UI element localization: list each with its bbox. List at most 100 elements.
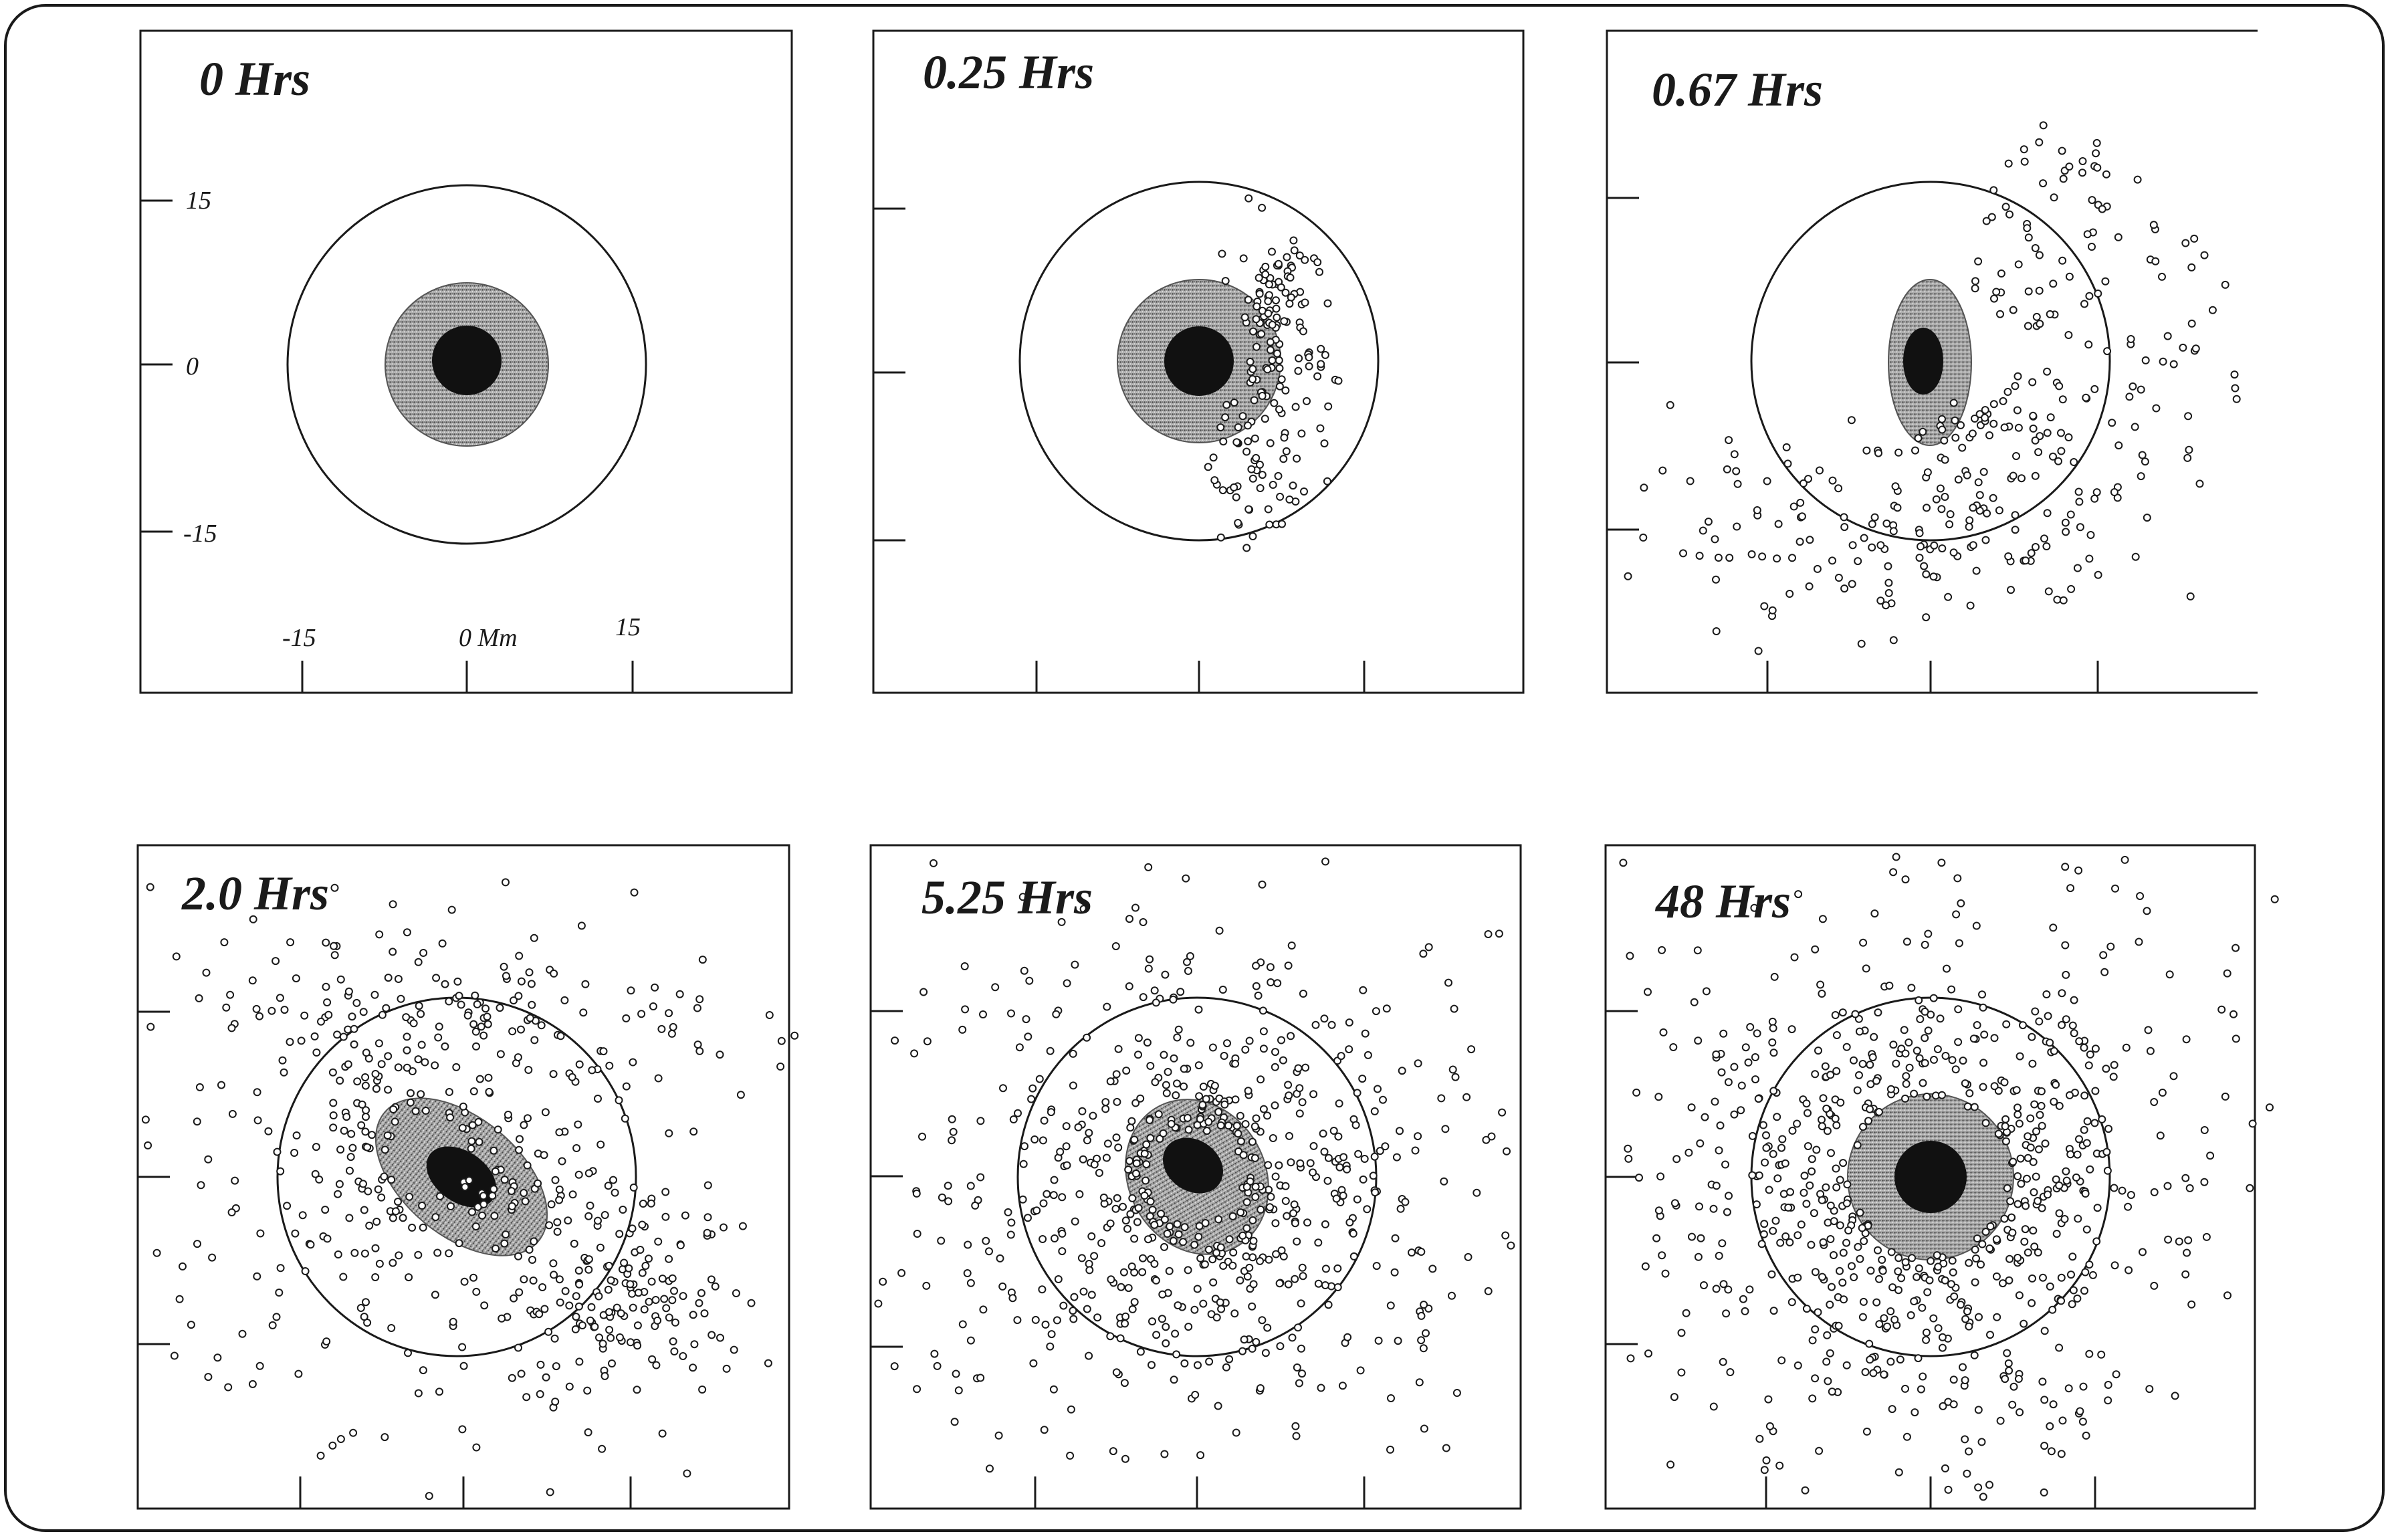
moving-feature-marker: [1992, 1235, 2001, 1244]
moving-feature-marker: [1354, 1149, 1363, 1158]
moving-feature-marker: [1930, 541, 1939, 550]
moving-feature-marker: [621, 1114, 629, 1123]
moving-feature-marker: [1718, 1239, 1727, 1248]
moving-feature-marker: [1892, 1059, 1900, 1068]
moving-feature-marker: [1989, 493, 1997, 502]
moving-feature-marker: [1467, 1045, 1476, 1054]
moving-feature-marker: [703, 1213, 712, 1222]
moving-feature-marker: [703, 1181, 712, 1190]
moving-feature-marker: [490, 1212, 499, 1220]
moving-feature-marker: [380, 1433, 389, 1442]
moving-feature-marker: [2017, 1180, 2026, 1188]
moving-feature-marker: [359, 1008, 368, 1016]
moving-feature-marker: [1762, 1143, 1771, 1152]
moving-feature-marker: [1369, 1172, 1378, 1180]
moving-feature-marker: [256, 1229, 265, 1238]
moving-feature-marker: [268, 1321, 277, 1329]
moving-feature-marker: [1704, 518, 1713, 526]
moving-feature-marker: [2104, 1381, 2112, 1389]
moving-feature-marker: [2186, 592, 2195, 600]
moving-feature-marker: [508, 1027, 517, 1036]
moving-feature-marker: [1298, 1263, 1307, 1272]
moving-feature-marker: [1802, 1099, 1811, 1108]
moving-feature-marker: [2028, 1274, 2036, 1283]
moving-feature-marker: [1256, 1256, 1265, 1265]
moving-feature-marker: [1883, 1322, 1891, 1331]
moving-feature-marker: [1842, 1238, 1850, 1247]
moving-feature-marker: [2165, 970, 2174, 979]
moving-feature-marker: [1264, 505, 1273, 514]
moving-feature-marker: [1854, 557, 1862, 566]
moving-feature-marker: [2114, 233, 2123, 241]
moving-feature-marker: [1242, 1182, 1251, 1191]
moving-feature-marker: [528, 1000, 536, 1009]
umbra-region: [1164, 326, 1234, 396]
moving-feature-marker: [1303, 1218, 1311, 1227]
moving-feature-marker: [595, 1333, 603, 1342]
moving-feature-marker: [1201, 1219, 1210, 1227]
moving-feature-marker: [449, 1317, 457, 1326]
moving-feature-marker: [1287, 1158, 1295, 1167]
moving-feature-marker: [2001, 1122, 2009, 1131]
moving-feature-marker: [1066, 1451, 1075, 1460]
moving-feature-marker: [944, 1197, 953, 1206]
moving-feature-marker: [1896, 1355, 1905, 1364]
moving-feature-marker: [1106, 1077, 1115, 1086]
moving-feature-marker: [2038, 1121, 2046, 1130]
moving-feature-marker: [1117, 1283, 1125, 1291]
moving-feature-marker: [527, 980, 536, 988]
moving-feature-marker: [1176, 988, 1185, 996]
moving-feature-marker: [961, 1005, 970, 1014]
moving-feature-marker: [195, 994, 203, 1002]
moving-feature-marker: [551, 1176, 560, 1184]
moving-feature-marker: [1722, 1309, 1731, 1318]
moving-feature-marker: [1828, 476, 1837, 485]
moving-feature-marker: [170, 1351, 179, 1360]
moving-feature-marker: [2000, 1214, 2009, 1223]
moving-feature-marker: [633, 1341, 642, 1350]
moving-feature-marker: [1793, 1361, 1802, 1369]
moving-feature-marker: [1828, 1283, 1836, 1291]
umbra-region: [1894, 1141, 1967, 1213]
moving-feature-marker: [1834, 574, 1843, 582]
moving-feature-marker: [1248, 375, 1257, 383]
moving-feature-marker: [565, 1382, 574, 1391]
moving-feature-marker: [615, 1096, 623, 1105]
moving-feature-marker: [1216, 1121, 1225, 1129]
moving-feature-marker: [1856, 1208, 1864, 1217]
moving-feature-marker: [1972, 566, 1981, 575]
moving-feature-marker: [540, 1305, 549, 1313]
moving-feature-marker: [1902, 1072, 1911, 1081]
moving-feature-marker: [2022, 1202, 2030, 1210]
moving-feature-marker: [1087, 1232, 1096, 1240]
moving-feature-marker: [1963, 1469, 1971, 1478]
moving-feature-marker: [2187, 319, 2196, 328]
moving-feature-marker: [1101, 1105, 1110, 1113]
moving-feature-marker: [1723, 1208, 1731, 1216]
moving-feature-marker: [1152, 998, 1160, 1007]
moving-feature-marker: [146, 1022, 155, 1031]
moving-feature-marker: [1495, 929, 1503, 938]
moving-feature-marker: [1172, 1350, 1181, 1359]
moving-feature-marker: [2092, 488, 2101, 497]
moving-feature-marker: [2001, 1137, 2010, 1145]
moving-feature-marker: [403, 1063, 411, 1072]
moving-feature-marker: [633, 1321, 642, 1330]
moving-feature-marker: [1838, 1279, 1847, 1287]
moving-feature-marker: [347, 1129, 356, 1138]
moving-feature-marker: [1624, 1144, 1632, 1153]
moving-feature-marker: [1961, 1079, 1969, 1088]
moving-feature-marker: [1279, 1056, 1287, 1065]
moving-feature-marker: [1172, 1091, 1180, 1099]
moat-boundary-circle: [286, 184, 647, 545]
moving-feature-marker: [584, 1265, 593, 1274]
moving-feature-marker: [472, 1287, 481, 1296]
moving-feature-marker: [1111, 1204, 1120, 1213]
moving-feature-marker: [1083, 1305, 1091, 1313]
moving-feature-marker: [2012, 452, 2020, 460]
moving-feature-marker: [2093, 1204, 2102, 1212]
moving-feature-marker: [547, 1200, 556, 1208]
moving-feature-marker: [1922, 1335, 1931, 1344]
moving-feature-marker: [2031, 1007, 2040, 1016]
moving-feature-marker: [1190, 1240, 1199, 1249]
